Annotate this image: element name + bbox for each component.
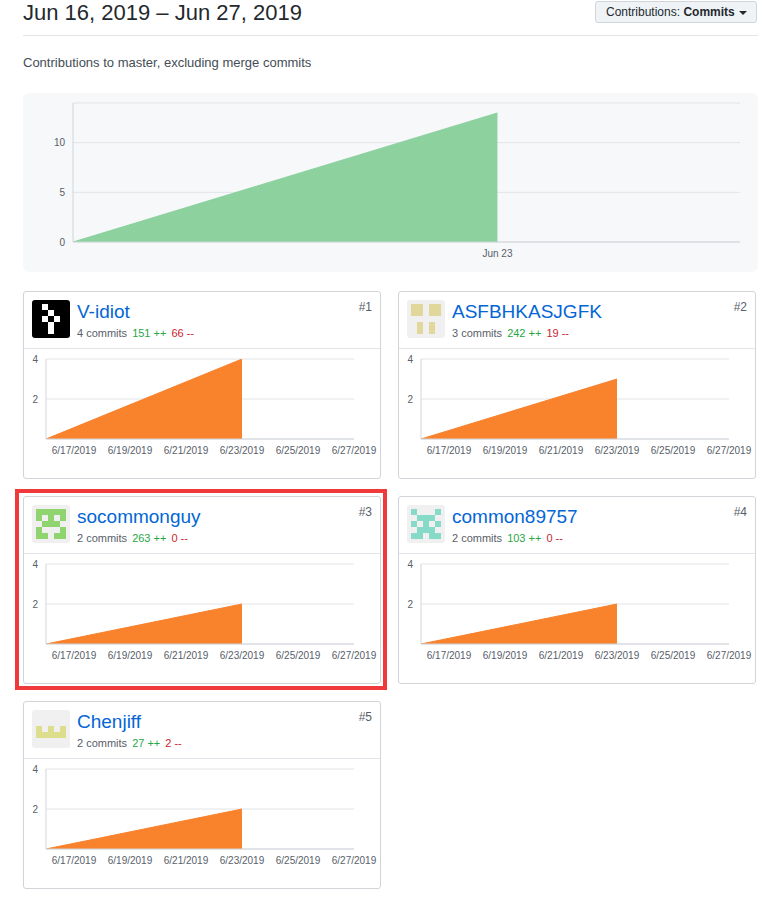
- svg-text:6/21/2019: 6/21/2019: [539, 445, 584, 456]
- html-text:Chenjiff: Chenjiff: [77, 711, 142, 732]
- svg-text:6/17/2019: 6/17/2019: [52, 855, 97, 866]
- svg-text:6/25/2019: 6/25/2019: [276, 855, 321, 866]
- svg-text:6/23/2019: 6/23/2019: [220, 855, 265, 866]
- svg-text:6/21/2019: 6/21/2019: [539, 650, 584, 661]
- svg-text:6/17/2019: 6/17/2019: [427, 445, 472, 456]
- svg-text:6/17/2019: 6/17/2019: [52, 445, 97, 456]
- html-text:2 commits 103 ++ 0 --: 2 commits 103 ++ 0 --: [452, 532, 563, 544]
- svg-text:6/25/2019: 6/25/2019: [651, 445, 696, 456]
- svg-text:6/25/2019: 6/25/2019: [651, 650, 696, 661]
- svg-text:4: 4: [407, 559, 413, 570]
- svg-text:Jun 23: Jun 23: [482, 248, 512, 259]
- svg-text:6/23/2019: 6/23/2019: [595, 445, 640, 456]
- svg-text:2: 2: [32, 394, 38, 405]
- svg-text:6/27/2019: 6/27/2019: [707, 650, 752, 661]
- svg-text:2: 2: [32, 599, 38, 610]
- html-text:ASFBHKASJGFK: ASFBHKASJGFK: [452, 301, 602, 322]
- svg-text:10: 10: [54, 137, 66, 148]
- html-text:Contributions to master, exclu: Contributions to master, excluding merge…: [23, 55, 312, 70]
- svg-text:6/17/2019: 6/17/2019: [427, 650, 472, 661]
- svg-text:6/23/2019: 6/23/2019: [220, 650, 265, 661]
- html-text:#5: #5: [358, 710, 372, 724]
- svg-text:4: 4: [407, 354, 413, 365]
- svg-text:2: 2: [32, 804, 38, 815]
- svg-text:4: 4: [32, 764, 38, 775]
- svg-text:4: 4: [32, 559, 38, 570]
- html-text:Jun 16, 2019 – Jun 27, 2019: Jun 16, 2019 – Jun 27, 2019: [23, 0, 302, 25]
- svg-text:6/27/2019: 6/27/2019: [332, 855, 377, 866]
- svg-text:6/25/2019: 6/25/2019: [276, 650, 321, 661]
- html-text:socommonguy: socommonguy: [77, 506, 201, 527]
- svg-text:6/19/2019: 6/19/2019: [108, 650, 153, 661]
- svg-text:6/19/2019: 6/19/2019: [108, 855, 153, 866]
- svg-text:5: 5: [59, 187, 65, 198]
- html-text:Contributions: Commits: Contributions: Commits: [606, 5, 735, 19]
- svg-text:6/19/2019: 6/19/2019: [108, 445, 153, 456]
- html-text:common89757: common89757: [452, 506, 578, 527]
- html-text:4 commits 151 ++ 66 --: 4 commits 151 ++ 66 --: [77, 327, 194, 339]
- svg-text:2: 2: [407, 599, 413, 610]
- svg-text:6/21/2019: 6/21/2019: [164, 650, 209, 661]
- html-text:#1: #1: [358, 300, 372, 314]
- svg-text:6/27/2019: 6/27/2019: [707, 445, 752, 456]
- html-text:#2: #2: [733, 300, 747, 314]
- svg-text:6/23/2019: 6/23/2019: [220, 445, 265, 456]
- svg-text:4: 4: [32, 354, 38, 365]
- svg-text:2: 2: [407, 394, 413, 405]
- svg-text:0: 0: [59, 237, 65, 248]
- svg-text:6/27/2019: 6/27/2019: [332, 445, 377, 456]
- html-text:#4: #4: [733, 505, 747, 519]
- svg-text:6/17/2019: 6/17/2019: [52, 650, 97, 661]
- svg-text:6/19/2019: 6/19/2019: [483, 650, 528, 661]
- html-text:3 commits 242 ++ 19 --: 3 commits 242 ++ 19 --: [452, 327, 569, 339]
- svg-text:6/27/2019: 6/27/2019: [332, 650, 377, 661]
- svg-text:6/21/2019: 6/21/2019: [164, 855, 209, 866]
- html-text:V-idiot: V-idiot: [77, 301, 130, 322]
- svg-text:6/21/2019: 6/21/2019: [164, 445, 209, 456]
- html-text:2 commits 263 ++ 0 --: 2 commits 263 ++ 0 --: [77, 532, 188, 544]
- html-text:2 commits 27 ++ 2 --: 2 commits 27 ++ 2 --: [77, 737, 182, 749]
- svg-text:6/19/2019: 6/19/2019: [483, 445, 528, 456]
- svg-text:6/23/2019: 6/23/2019: [595, 650, 640, 661]
- html-text:#3: #3: [358, 505, 372, 519]
- svg-text:6/25/2019: 6/25/2019: [276, 445, 321, 456]
